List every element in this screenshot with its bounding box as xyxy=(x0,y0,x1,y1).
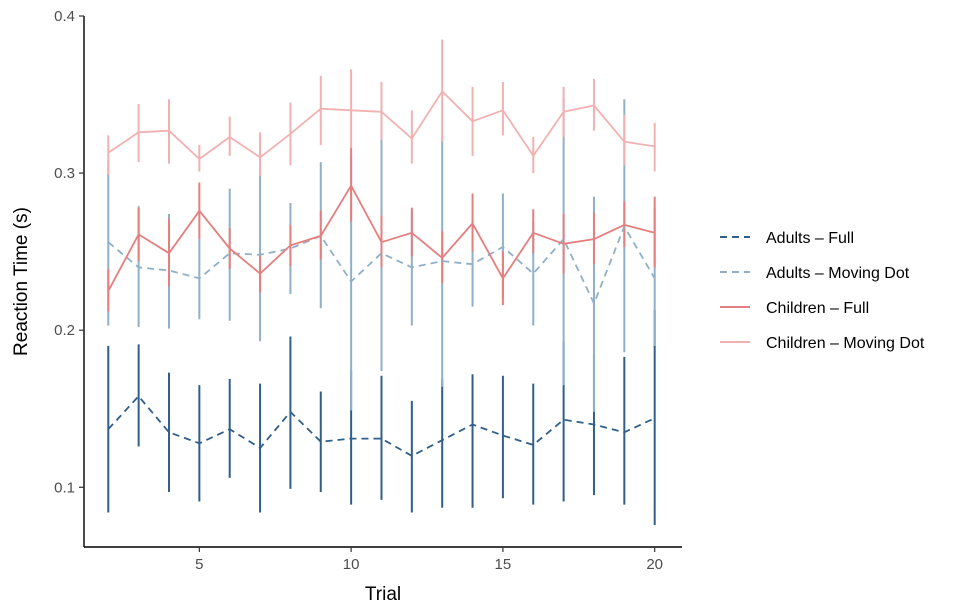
legend-label: Children – Moving Dot xyxy=(766,335,925,352)
y-axis-title: Reaction Time (s) xyxy=(11,207,32,356)
x-tick-label: 15 xyxy=(495,556,512,573)
y-axis-ticks: 0.1 0.2 0.3 0.4 xyxy=(54,8,84,496)
x-tick-label: 20 xyxy=(646,556,663,573)
y-tick-label: 0.3 xyxy=(54,165,75,182)
y-tick-label: 0.1 xyxy=(54,479,75,496)
legend-label: Children – Full xyxy=(766,300,869,317)
y-tick-label: 0.4 xyxy=(54,8,75,25)
legend-label: Adults – Full xyxy=(766,230,854,247)
x-tick-label: 10 xyxy=(343,556,360,573)
plot-panel xyxy=(108,40,654,525)
legend-label: Adults – Moving Dot xyxy=(766,265,910,282)
x-axis-ticks: 5 10 15 20 xyxy=(195,547,663,573)
legend: Adults – Full Adults – Moving Dot Children… xyxy=(720,230,925,352)
x-axis-title: Trial xyxy=(365,584,401,605)
y-tick-label: 0.2 xyxy=(54,322,75,339)
x-tick-label: 5 xyxy=(195,556,203,573)
